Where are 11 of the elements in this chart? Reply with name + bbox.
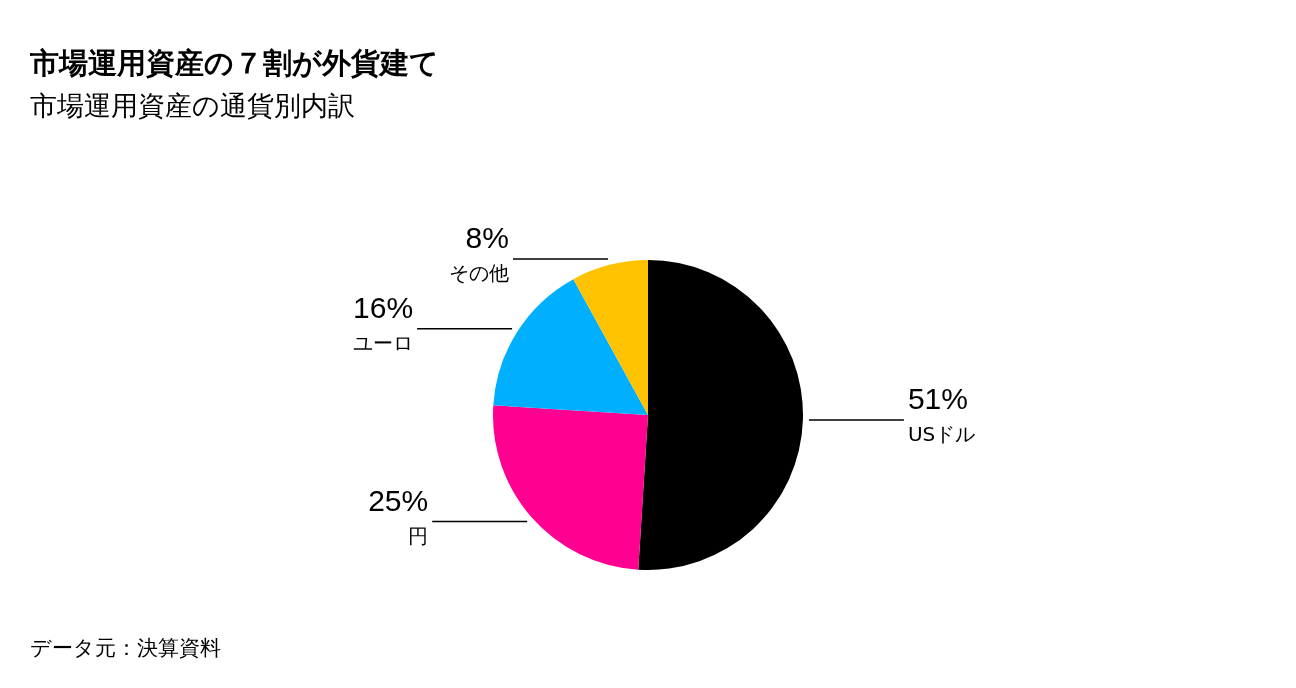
slice-label: USドル — [907, 422, 976, 447]
chart-subtitle: 市場運用資産の通貨別内訳 — [30, 89, 355, 123]
data-label: 8% — [465, 221, 509, 255]
data-label: 51% — [907, 382, 968, 416]
slice-label: 円 — [408, 523, 429, 548]
data-label: 25% — [368, 483, 429, 517]
slice-label: ユーロ — [353, 330, 414, 355]
slice-label: その他 — [448, 261, 509, 286]
text: データ元：決算資料 — [30, 635, 221, 662]
data-label: 16% — [353, 291, 414, 324]
chart-title: 市場運用資産の７割が外貨建て — [30, 45, 439, 82]
